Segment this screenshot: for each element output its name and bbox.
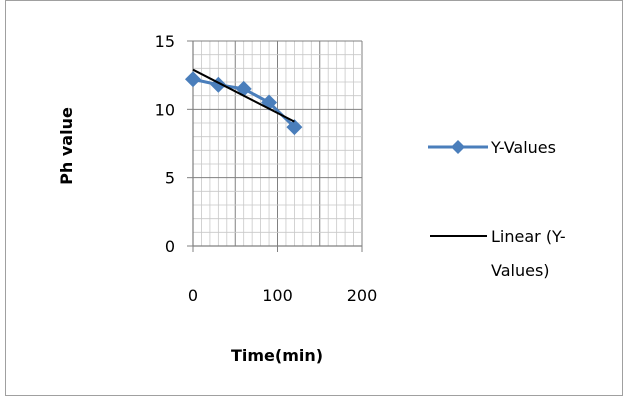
chart-border xyxy=(5,0,623,396)
x-axis-ticks: 0 100 200 xyxy=(188,246,377,305)
y-tick-label: 0 xyxy=(165,237,175,256)
data-point xyxy=(286,119,303,136)
plot-grid xyxy=(192,40,363,247)
legend-trendline-label-line1: Linear (Y- xyxy=(491,227,566,246)
legend-series-label: Y-Values xyxy=(490,138,556,157)
y-axis-ticks: 0 5 10 15 xyxy=(155,32,193,256)
trendline-group xyxy=(192,68,295,123)
legend: Y-Values Linear (Y- Values) xyxy=(428,138,566,280)
series-group xyxy=(185,71,303,136)
legend-trendline-label-line2: Values) xyxy=(491,261,550,280)
y-tick-label: 15 xyxy=(155,32,175,51)
trendline xyxy=(192,68,295,123)
x-tick-label: 200 xyxy=(347,286,378,305)
y-axis-label: Ph value xyxy=(57,107,76,185)
y-tick-label: 5 xyxy=(165,169,175,188)
x-tick-label: 100 xyxy=(262,286,293,305)
y-tick-label: 10 xyxy=(155,100,175,119)
x-tick-label: 0 xyxy=(188,286,198,305)
data-point xyxy=(185,71,201,88)
legend-series-marker xyxy=(451,140,465,154)
x-axis-label: Time(min) xyxy=(231,346,323,365)
